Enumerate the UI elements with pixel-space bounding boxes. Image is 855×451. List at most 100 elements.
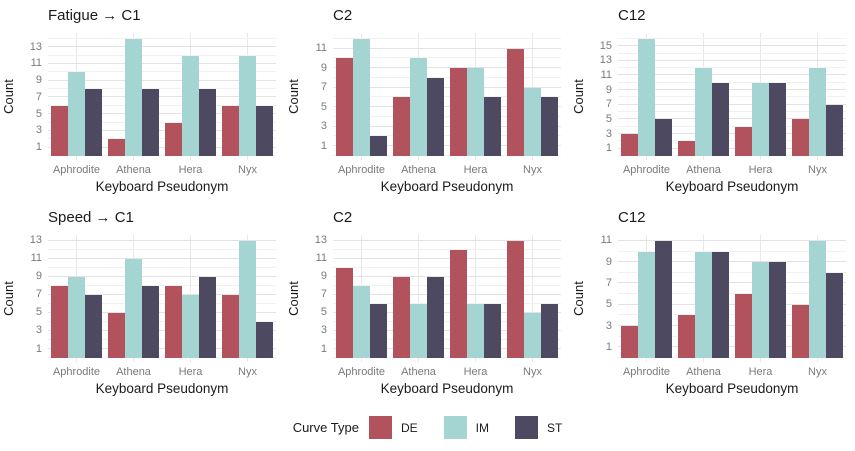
gridline-horizontal xyxy=(618,140,846,142)
bar xyxy=(409,303,428,358)
y-tick-label: 5 xyxy=(605,298,612,311)
gridline-horizontal xyxy=(48,88,276,90)
gridline-horizontal xyxy=(333,329,561,331)
bar xyxy=(221,294,239,358)
y-axis: 1 3 5 7 9 11 13 15 xyxy=(587,33,618,160)
y-tick-label: 13 xyxy=(599,54,612,67)
x-axis: Aphrodite Athena Hera Nyx xyxy=(618,162,846,178)
gridline-horizontal xyxy=(618,261,846,263)
y-tick-label: 15 xyxy=(599,39,612,52)
bar xyxy=(124,258,143,358)
gridline-horizontal xyxy=(48,348,276,349)
y-tick-label: 13 xyxy=(314,234,327,247)
gridline-horizontal xyxy=(333,293,561,295)
bar xyxy=(85,89,103,156)
bar xyxy=(238,240,257,358)
y-tick-label: 7 xyxy=(605,276,612,289)
gridline-horizontal xyxy=(618,59,846,61)
bar xyxy=(427,77,445,156)
gridline-horizontal xyxy=(333,106,561,108)
bar xyxy=(199,276,217,358)
x-axis: Aphrodite Athena Hera Nyx xyxy=(48,162,276,178)
bar xyxy=(67,276,86,358)
y-tick-label: 9 xyxy=(605,255,612,268)
bar xyxy=(677,315,695,358)
gridline-horizontal xyxy=(48,329,276,331)
legend-swatch-im xyxy=(443,416,467,439)
gridline-horizontal xyxy=(333,67,561,69)
x-tick-label: Athena xyxy=(401,164,436,176)
gridline-horizontal xyxy=(618,103,846,105)
gridline-horizontal xyxy=(333,248,561,250)
plot-panel xyxy=(333,235,561,362)
legend-entry: DE xyxy=(368,416,418,439)
y-axis-title: Count xyxy=(0,33,17,160)
chart-facet: C2 Count 1 3 5 7 9 11 Aphrodite Athena Hera Nyx Keyb… xyxy=(285,0,570,202)
chart-body: Count 1 3 5 7 9 11 xyxy=(570,234,855,362)
bar xyxy=(791,304,809,358)
chart-body: Count 1 3 5 7 9 11 xyxy=(285,33,570,160)
bar xyxy=(734,126,752,156)
gridline-horizontal xyxy=(333,266,561,268)
y-tick-label: 1 xyxy=(35,342,42,355)
gridline-horizontal xyxy=(618,118,846,120)
gridline-horizontal xyxy=(333,311,561,313)
gridline-horizontal xyxy=(48,46,276,48)
y-axis-title-text: Count xyxy=(286,79,302,114)
gridline-horizontal xyxy=(333,57,561,59)
gridline-horizontal xyxy=(48,302,276,304)
plot-panel xyxy=(48,235,276,362)
gridline-horizontal xyxy=(48,357,276,358)
gridline-horizontal xyxy=(618,303,846,305)
x-tick-label: Hera xyxy=(748,164,773,176)
bar xyxy=(50,285,68,358)
y-axis-title: Count xyxy=(570,33,587,160)
bar xyxy=(392,276,410,358)
y-tick-label: 11 xyxy=(30,57,42,70)
x-tick-label: Aphrodite xyxy=(622,366,671,378)
gridline-vertical xyxy=(418,235,419,362)
bar xyxy=(541,303,559,358)
bar xyxy=(238,55,257,156)
chart-title: Speed → C1 xyxy=(48,209,134,226)
y-tick-label: 3 xyxy=(35,324,42,337)
legend-swatch-st xyxy=(514,416,538,439)
gridline-horizontal xyxy=(618,250,846,252)
gridline-horizontal xyxy=(333,37,561,39)
x-axis-title: Keyboard Pseudonym xyxy=(665,381,799,396)
y-tick-label: 7 xyxy=(35,90,42,103)
chart-title: C2 xyxy=(333,209,353,226)
bar xyxy=(427,276,445,358)
bar xyxy=(352,285,371,358)
x-tick-label: Aphrodite xyxy=(337,164,386,176)
bar xyxy=(694,68,713,156)
gridline-horizontal xyxy=(333,125,561,127)
legend-swatch-de xyxy=(368,416,392,439)
x-tick-label: Aphrodite xyxy=(52,164,101,176)
y-axis-title-text: Count xyxy=(571,281,587,316)
bar xyxy=(370,136,388,156)
gridline-horizontal xyxy=(333,302,561,304)
bar xyxy=(256,105,274,156)
y-tick-label: 9 xyxy=(35,74,42,87)
x-tick-label: Nyx xyxy=(523,366,542,378)
legend: Curve Type DE IM ST xyxy=(0,404,855,451)
y-axis-title-text: Count xyxy=(1,281,17,316)
x-tick-label: Nyx xyxy=(808,164,827,176)
bar xyxy=(769,82,787,156)
y-axis-title: Count xyxy=(285,33,302,160)
bar xyxy=(107,312,125,358)
gridline-horizontal xyxy=(48,62,276,64)
bar xyxy=(655,240,673,358)
bar xyxy=(164,285,182,358)
gridline-horizontal xyxy=(618,239,846,241)
gridline-horizontal xyxy=(333,47,561,49)
plot-panel xyxy=(48,33,276,160)
y-tick-label: 7 xyxy=(605,98,612,111)
legend-label: DE xyxy=(400,420,418,435)
bar xyxy=(142,285,160,358)
y-tick-label: 5 xyxy=(320,100,327,113)
chart-title: Fatigue → C1 xyxy=(48,7,141,24)
gridline-horizontal xyxy=(618,125,846,127)
chart-facet: C2 Count 1 3 5 7 9 11 13 Aphrodite Athena Hera Nyx Ke… xyxy=(285,202,570,404)
